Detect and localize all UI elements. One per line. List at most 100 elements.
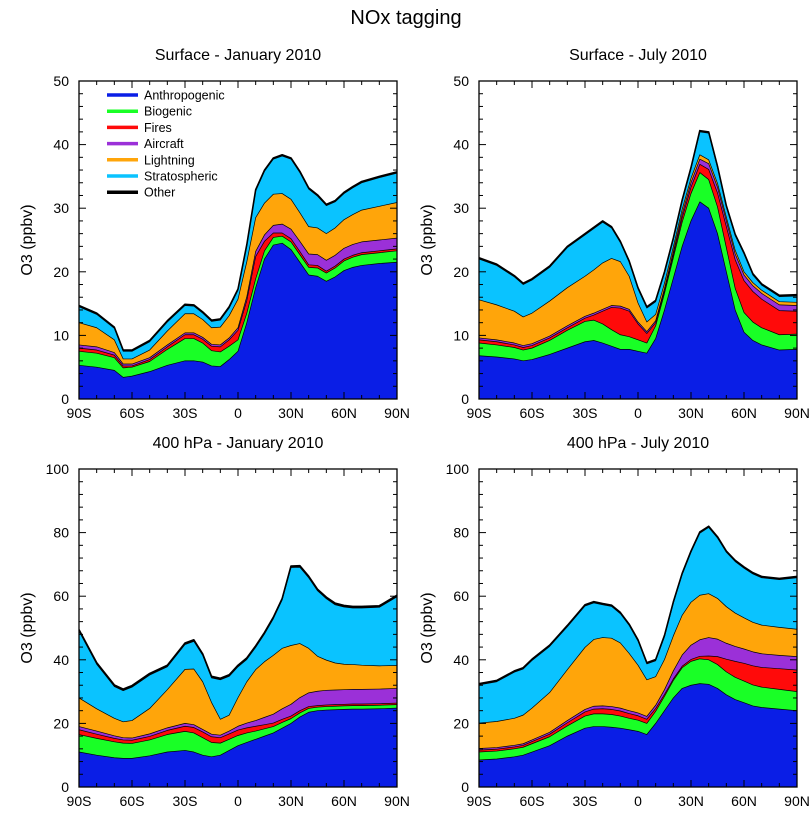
y-tick-label: 0 xyxy=(461,779,469,795)
boundary-aircraft xyxy=(78,223,398,365)
y-tick-label: 60 xyxy=(453,588,469,604)
boundary-lightning xyxy=(478,154,798,323)
boundary-aircraft xyxy=(78,688,398,739)
y-tick-label: 40 xyxy=(453,652,469,668)
panel-title: Surface - January 2010 xyxy=(155,47,321,64)
boundary-other xyxy=(478,129,798,308)
y-tick-label: 0 xyxy=(61,779,69,795)
legend-label: Aircraft xyxy=(144,137,184,151)
x-tick-label: 30N xyxy=(278,405,304,421)
y-tick-label: 60 xyxy=(53,588,69,604)
legend-label: Other xyxy=(144,186,175,200)
boundary-stratospheric xyxy=(78,566,398,691)
legend-label: Anthropogenic xyxy=(144,89,225,103)
boundary-other xyxy=(78,564,398,690)
boundary-fires xyxy=(78,232,398,367)
x-tick-label: 90S xyxy=(467,405,492,421)
y-tick-label: 40 xyxy=(53,137,69,153)
legend-item-other: Other xyxy=(107,186,175,200)
area-stratospheric xyxy=(479,131,797,323)
y-axis-label: O3 (ppbv) xyxy=(19,204,36,275)
x-tick-label: 60N xyxy=(731,405,757,421)
y-tick-label: 30 xyxy=(53,200,69,216)
boundary-anthropogenic xyxy=(78,242,398,378)
panel-400hpa-january: 400 hPa - January 2010 90S 60S 30S 0 30N 60N 90… xyxy=(19,435,410,809)
panel-title: 400 hPa - July 2010 xyxy=(567,435,709,452)
boundary-aircraft xyxy=(478,158,798,346)
y-tick-label: 30 xyxy=(453,200,469,216)
x-tick-label: 30S xyxy=(173,405,198,421)
area-aircraft xyxy=(79,688,397,741)
area-lightning xyxy=(79,193,397,365)
boundary-fires xyxy=(78,702,398,741)
x-tick-label: 30N xyxy=(678,793,704,809)
area-fires xyxy=(479,164,797,351)
boundary-stratospheric xyxy=(478,527,798,686)
x-tick-label: 30S xyxy=(573,405,598,421)
legend-item-aircraft: Aircraft xyxy=(107,137,184,151)
boundary-biogenic xyxy=(78,704,398,744)
stacked-areas xyxy=(478,129,798,399)
boundary-anthropogenic xyxy=(478,683,798,761)
x-tick-label: 90N xyxy=(784,793,810,809)
x-tick-label: 90S xyxy=(67,793,92,809)
y-tick-label: 0 xyxy=(61,391,69,407)
area-aircraft xyxy=(79,224,397,366)
boundary-other xyxy=(478,525,798,685)
legend-item-biogenic: Biogenic xyxy=(107,105,192,119)
x-tick-label: 90S xyxy=(67,405,92,421)
area-lightning xyxy=(479,593,797,749)
x-tick-label: 60S xyxy=(520,405,545,421)
y-tick-label: 0 xyxy=(461,391,469,407)
x-tick-label: 90S xyxy=(467,793,492,809)
x-tick-label: 0 xyxy=(634,405,642,421)
x-tick-label: 60S xyxy=(520,793,545,809)
x-tick-label: 0 xyxy=(234,405,242,421)
y-tick-label: 50 xyxy=(53,73,69,89)
boundary-biogenic xyxy=(478,172,798,351)
area-biogenic xyxy=(479,172,797,361)
x-tick-label: 60S xyxy=(120,793,145,809)
boundary-lightning xyxy=(478,593,798,724)
legend-item-lightning: Lightning xyxy=(107,153,195,167)
area-anthropogenic xyxy=(79,243,397,399)
area-fires xyxy=(79,233,397,368)
panel-title: Surface - July 2010 xyxy=(569,47,707,64)
y-axis-label: O3 (ppbv) xyxy=(419,204,436,275)
stacked-areas xyxy=(78,564,398,787)
y-tick-label: 40 xyxy=(53,652,69,668)
y-tick-label: 10 xyxy=(53,327,69,343)
area-anthropogenic xyxy=(479,683,797,787)
boundary-anthropogenic xyxy=(78,707,398,759)
y-tick-label: 20 xyxy=(453,715,469,731)
x-tick-label: 30N xyxy=(678,405,704,421)
area-biogenic xyxy=(79,704,397,759)
legend-label: Fires xyxy=(144,121,172,135)
y-tick-label: 50 xyxy=(453,73,469,89)
y-axis-label: O3 (ppbv) xyxy=(419,592,436,663)
x-tick-label: 30S xyxy=(573,793,598,809)
legend-item-stratospheric: Stratospheric xyxy=(107,170,218,184)
stacked-areas xyxy=(478,525,798,787)
area-stratospheric xyxy=(79,156,397,359)
area-biogenic xyxy=(79,236,397,378)
x-tick-label: 30S xyxy=(173,793,198,809)
y-tick-label: 20 xyxy=(53,715,69,731)
x-tick-label: 60N xyxy=(731,793,757,809)
x-tick-label: 90N xyxy=(384,793,410,809)
boundary-fires xyxy=(478,163,798,348)
x-tick-label: 60N xyxy=(331,405,357,421)
x-tick-label: 0 xyxy=(634,793,642,809)
y-tick-label: 80 xyxy=(53,525,69,541)
y-tick-label: 20 xyxy=(453,264,469,280)
stacked-areas xyxy=(78,153,398,399)
boundary-biogenic xyxy=(78,235,398,369)
x-tick-label: 90N xyxy=(784,405,810,421)
figure-title: NOx tagging xyxy=(350,7,461,29)
boundary-other xyxy=(78,153,398,351)
x-tick-label: 90N xyxy=(384,405,410,421)
panel-surface-july: Surface - July 2010 90S 60S 30S 0 30N 60N 90N 0 1… xyxy=(419,47,810,421)
legend-label: Lightning xyxy=(144,153,195,167)
panel-surface-january: Surface - January 2010 90S 60S 30S 0 30N 60N 90… xyxy=(19,47,410,421)
